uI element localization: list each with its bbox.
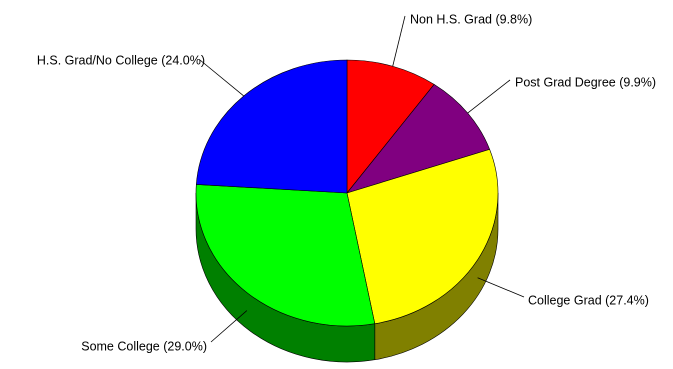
leader-line-1 (392, 15, 406, 67)
pie-labels: Non H.S. Grad (9.8%) Post Grad Degree (9.… (37, 12, 656, 353)
pie-slice-3 (346, 148, 499, 325)
leader-line-5 (199, 59, 244, 97)
pie-slice-4 (195, 184, 376, 327)
leader-line-3 (477, 277, 525, 298)
pie-slice-5 (195, 59, 348, 194)
leader-line-2 (467, 79, 511, 114)
pie-slices (195, 59, 499, 327)
slice-label-4: Some College (29.0%) (81, 339, 207, 353)
slice-label-2: Post Grad Degree (9.9%) (515, 75, 656, 89)
slice-label-3: College Grad (27.4%) (528, 293, 649, 307)
leader-line-4 (210, 310, 248, 343)
slice-label-5: H.S. Grad/No College (24.0%) (37, 53, 205, 67)
slice-label-1: Non H.S. Grad (9.8%) (410, 12, 532, 26)
